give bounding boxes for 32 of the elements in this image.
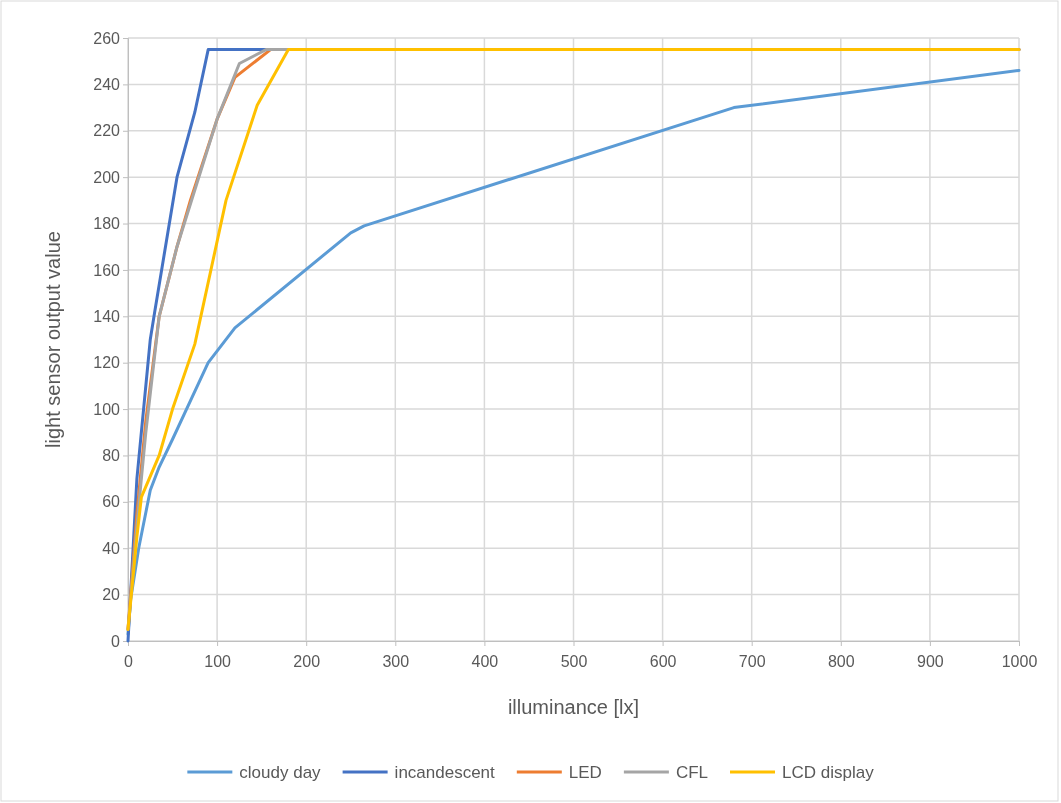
y-tick-label: 220 [93, 122, 121, 140]
x-tick-label: 200 [293, 652, 321, 670]
y-tick-label: 140 [93, 307, 121, 325]
legend-label: LED [568, 762, 602, 782]
x-tick-label: 900 [917, 652, 944, 670]
y-tick-label: 240 [93, 76, 121, 93]
y-tick-label: 60 [102, 493, 121, 511]
legend-label: cloudy day [239, 762, 322, 782]
x-tick-label: 0 [124, 652, 134, 670]
legend-label: incandescent [394, 762, 496, 782]
x-tick-label: 1000 [1001, 652, 1038, 670]
y-tick-label: 180 [93, 215, 121, 233]
y-tick-label: 0 [111, 632, 121, 650]
x-axis-title: illuminance [lx] [507, 696, 640, 718]
y-tick-label: 200 [93, 168, 121, 186]
x-tick-label: 700 [738, 652, 766, 670]
y-tick-label: 80 [102, 447, 121, 465]
y-axis-title: light sensor output value [42, 231, 64, 448]
legend-label: CFL [675, 762, 709, 782]
x-tick-label: 300 [382, 652, 410, 670]
y-tick-label: 260 [93, 29, 121, 47]
x-tick-label: 500 [560, 652, 588, 670]
y-tick-label: 100 [93, 400, 121, 418]
y-tick-label: 120 [93, 354, 121, 372]
y-tick-label: 160 [93, 261, 121, 279]
x-tick-label: 800 [827, 652, 855, 670]
x-tick-label: 400 [471, 652, 499, 670]
y-tick-label: 40 [102, 539, 121, 557]
x-tick-label: 600 [649, 652, 677, 670]
legend-label: LCD display [782, 762, 875, 782]
x-tick-label: 100 [204, 652, 232, 670]
y-tick-label: 20 [102, 586, 121, 604]
